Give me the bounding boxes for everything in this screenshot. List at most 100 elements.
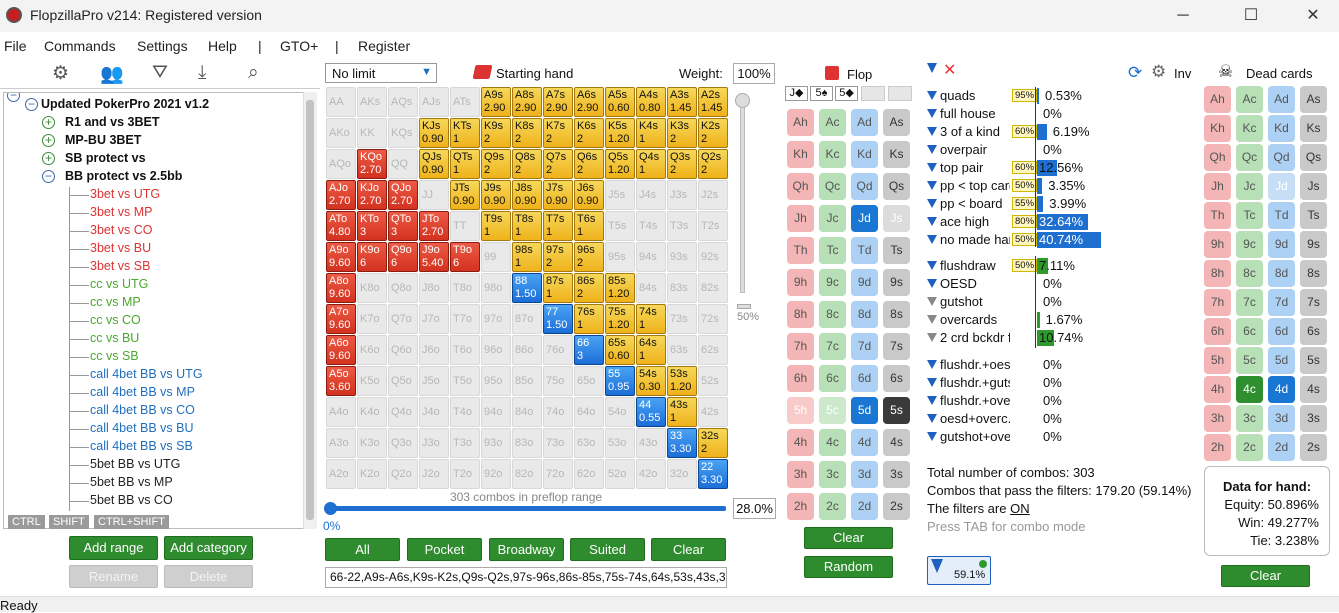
- funnel-icon[interactable]: [927, 235, 937, 245]
- tree-leaf[interactable]: 3bet vs UTG: [90, 187, 161, 201]
- all-button[interactable]: All: [325, 538, 400, 561]
- flop-card[interactable]: Qc: [819, 173, 846, 200]
- hand-cell[interactable]: A8o 9.60: [326, 273, 356, 303]
- hand-cell[interactable]: T2o: [450, 459, 480, 489]
- flop-card[interactable]: 5h: [787, 397, 814, 424]
- hand-cell[interactable]: 97o: [481, 304, 511, 334]
- dead-card[interactable]: 6d: [1268, 318, 1295, 345]
- hand-cell[interactable]: 99: [481, 242, 511, 272]
- collapse-icon[interactable]: −: [42, 170, 55, 183]
- hand-cell[interactable]: 33 3.30: [667, 428, 697, 458]
- hand-cell[interactable]: A3s 1.45: [667, 87, 697, 117]
- dead-card[interactable]: Kh: [1204, 115, 1231, 142]
- funnel-icon[interactable]: [927, 163, 937, 173]
- hand-cell[interactable]: Q6o: [388, 335, 418, 365]
- hand-cell[interactable]: 43s 1: [667, 397, 697, 427]
- flop-card[interactable]: 2h: [787, 493, 814, 520]
- flop-card[interactable]: 7h: [787, 333, 814, 360]
- tree-group[interactable]: SB protect vs: [65, 151, 146, 165]
- hand-cell[interactable]: 82s: [698, 273, 728, 303]
- tree-group[interactable]: R1 and vs 3BET: [65, 115, 160, 129]
- hand-cell[interactable]: QJs 0.90: [419, 149, 449, 179]
- gear-icon[interactable]: ⚙: [52, 63, 70, 84]
- dead-card[interactable]: Kc: [1236, 115, 1263, 142]
- hand-cell[interactable]: QTs 1: [450, 149, 480, 179]
- rename-button[interactable]: Rename: [69, 565, 158, 588]
- hand-cell[interactable]: K3o: [357, 428, 387, 458]
- hand-cell[interactable]: K6s 2: [574, 118, 604, 148]
- dead-card[interactable]: 9d: [1268, 231, 1295, 258]
- dead-card[interactable]: Qs: [1300, 144, 1327, 171]
- hand-cell[interactable]: 75o: [543, 366, 573, 396]
- hand-cell[interactable]: J5o: [419, 366, 449, 396]
- filter-row[interactable]: pp < board: [927, 195, 1003, 211]
- f-button[interactable]: 59.1%: [927, 556, 991, 585]
- hand-cell[interactable]: 76s 1: [574, 304, 604, 334]
- hand-cell[interactable]: 95s: [605, 242, 635, 272]
- flop-card[interactable]: 8c: [819, 301, 846, 328]
- flop-card[interactable]: Qd: [851, 173, 878, 200]
- weight-box[interactable]: 50%: [1012, 259, 1038, 272]
- limit-select[interactable]: No limit ▼: [325, 63, 437, 83]
- funnel-icon[interactable]: [927, 181, 937, 191]
- hand-cell[interactable]: 73s: [667, 304, 697, 334]
- hand-cell[interactable]: 55 0.95: [605, 366, 635, 396]
- hand-cell[interactable]: Q5s 1.20: [605, 149, 635, 179]
- hand-cell[interactable]: K8o: [357, 273, 387, 303]
- funnel-icon[interactable]: [927, 91, 937, 101]
- funnel-icon[interactable]: [927, 360, 937, 370]
- weight-slider-thumb[interactable]: [735, 93, 750, 108]
- hand-cell[interactable]: J9o 5.40: [419, 242, 449, 272]
- weight-slider-track[interactable]: [740, 95, 745, 293]
- search-icon[interactable]: ⌕: [248, 62, 259, 83]
- flop-card[interactable]: 9h: [787, 269, 814, 296]
- hand-cell[interactable]: 43o: [636, 428, 666, 458]
- hand-cell[interactable]: 93s: [667, 242, 697, 272]
- menu-commands[interactable]: Commands: [44, 38, 116, 54]
- clear-range-button[interactable]: Clear: [651, 538, 726, 561]
- flop-card[interactable]: 6c: [819, 365, 846, 392]
- dead-card[interactable]: 3d: [1268, 405, 1295, 432]
- hand-cell[interactable]: Q3o: [388, 428, 418, 458]
- flop-card[interactable]: Th: [787, 237, 814, 264]
- hand-cell[interactable]: 98s 1: [512, 242, 542, 272]
- weight-box[interactable]: 60%: [1012, 125, 1038, 138]
- flop-card[interactable]: 9d: [851, 269, 878, 296]
- flop-card[interactable]: 7c: [819, 333, 846, 360]
- hand-cell[interactable]: 53o: [605, 428, 635, 458]
- tree-leaf[interactable]: 3bet vs MP: [90, 205, 153, 219]
- close-button[interactable]: ✕: [1306, 7, 1320, 24]
- hand-cell[interactable]: K4s 1: [636, 118, 666, 148]
- flop-card[interactable]: 7d: [851, 333, 878, 360]
- maximize-button[interactable]: ☐: [1243, 7, 1259, 24]
- menu-file[interactable]: File: [4, 38, 27, 54]
- hand-cell[interactable]: J7o: [419, 304, 449, 334]
- funnel-icon[interactable]: [927, 315, 937, 325]
- dead-card[interactable]: Tc: [1236, 202, 1263, 229]
- hand-cell[interactable]: K2s 2: [698, 118, 728, 148]
- dead-card[interactable]: 8c: [1236, 260, 1263, 287]
- dead-card[interactable]: 9c: [1236, 231, 1263, 258]
- flop-random-button[interactable]: Random: [804, 556, 893, 578]
- hand-cell[interactable]: 87s 1: [543, 273, 573, 303]
- hand-cell[interactable]: 65o: [574, 366, 604, 396]
- tree-root[interactable]: Updated PokerPro 2021 v1.2: [41, 97, 210, 111]
- weight-box[interactable]: 95%: [1012, 89, 1038, 102]
- add-range-button[interactable]: Add range: [69, 536, 158, 560]
- dead-card[interactable]: As: [1300, 86, 1327, 113]
- flop-card[interactable]: Ks: [883, 141, 910, 168]
- hand-cell[interactable]: Q4o: [388, 397, 418, 427]
- flop-card[interactable]: 4c: [819, 429, 846, 456]
- dead-card[interactable]: Kd: [1268, 115, 1295, 142]
- flop-card[interactable]: 4s: [883, 429, 910, 456]
- hand-cell[interactable]: K9o 6: [357, 242, 387, 272]
- flop-card[interactable]: Tc: [819, 237, 846, 264]
- hand-cell[interactable]: J2o: [419, 459, 449, 489]
- tree-leaf[interactable]: 3bet vs CO: [90, 223, 153, 237]
- hand-cell[interactable]: J6o: [419, 335, 449, 365]
- menu-gto[interactable]: GTO+: [280, 38, 319, 54]
- flop-card[interactable]: Jd: [851, 205, 878, 232]
- flop-card[interactable]: 2d: [851, 493, 878, 520]
- hand-cell[interactable]: K7o: [357, 304, 387, 334]
- hand-cell[interactable]: AA: [326, 87, 356, 117]
